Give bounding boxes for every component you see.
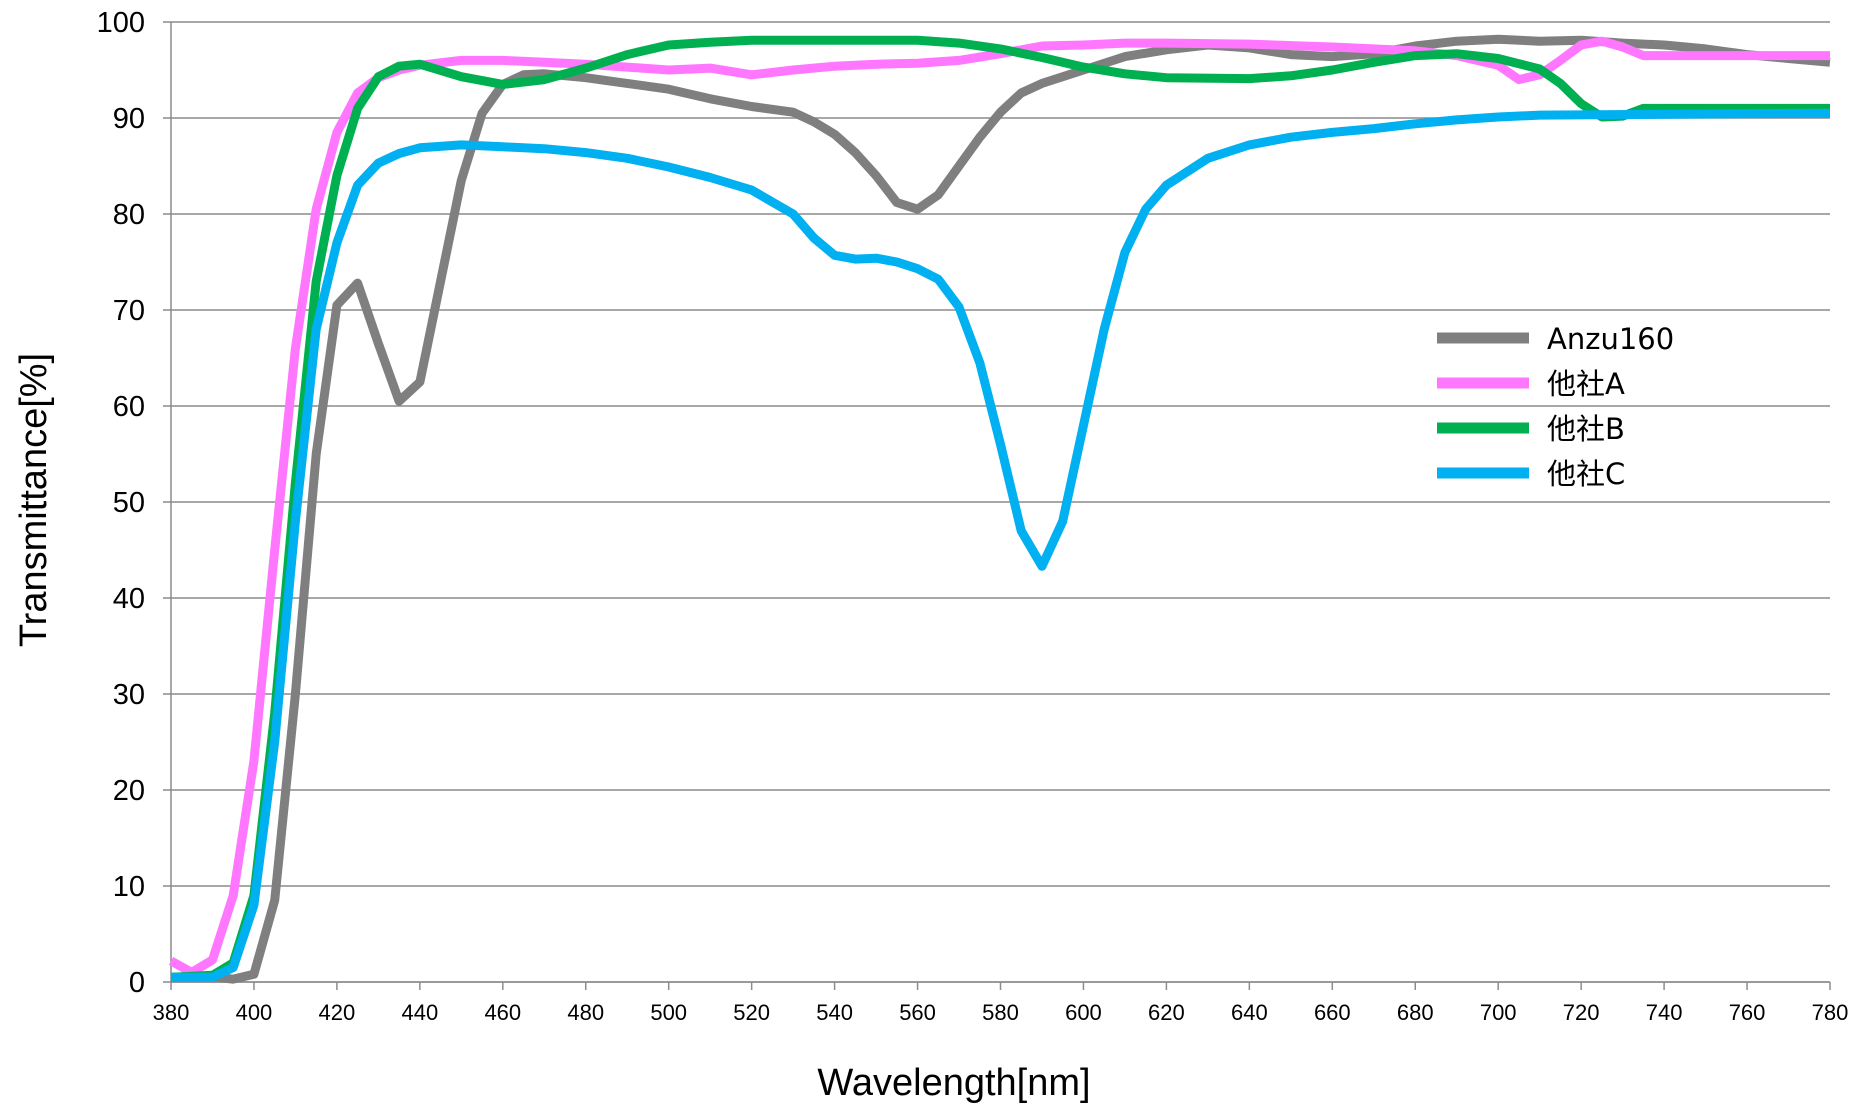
series-line-1 [168, 36, 1830, 977]
y-tick-labels: 0 10 20 30 40 50 60 70 80 90 100 [97, 7, 145, 999]
x-tick-label: 380 [153, 1000, 190, 1025]
x-tick-label: 400 [236, 1000, 273, 1025]
y-tick-label: 70 [113, 295, 145, 327]
series-line-2 [170, 35, 1830, 982]
x-tick-label: 520 [733, 1000, 770, 1025]
series-line-0 [171, 34, 1831, 984]
legend-label-0: Anzu160 [1547, 322, 1674, 356]
gridlines [163, 21, 1830, 983]
x-tick-label: 560 [899, 1000, 936, 1025]
y-tick-label: 20 [113, 775, 145, 807]
legend-label-2: 他社B [1547, 412, 1625, 446]
x-tick-label: 680 [1397, 1000, 1434, 1025]
x-tick-label: 480 [567, 1000, 604, 1025]
x-tick-label: 640 [1231, 1000, 1268, 1025]
y-tick-label: 0 [129, 967, 145, 999]
x-tick-label: 540 [816, 1000, 853, 1025]
y-tick-label: 100 [97, 7, 145, 39]
y-tick-label: 90 [113, 103, 145, 135]
x-tick-label: 720 [1563, 1000, 1600, 1025]
y-tick-label: 50 [113, 487, 145, 519]
x-tick-labels: 380 400 420 440 460 480 500 520 540 560 580 600 620 6… [153, 1000, 1849, 1025]
axes [170, 22, 1831, 990]
series-lines [168, 34, 1831, 984]
x-tick-label: 700 [1480, 1000, 1517, 1025]
y-tick-label: 60 [113, 391, 145, 423]
legend-label-1: 他社A [1547, 367, 1625, 401]
x-tick-label: 760 [1729, 1000, 1766, 1025]
x-tick-label: 740 [1646, 1000, 1683, 1025]
x-tick-label: 780 [1812, 1000, 1849, 1025]
x-tick-label: 600 [1065, 1000, 1102, 1025]
x-tick-label: 500 [650, 1000, 687, 1025]
y-tick-label: 10 [113, 871, 145, 903]
x-tick-label: 460 [484, 1000, 521, 1025]
y-tick-label: 40 [113, 583, 145, 615]
y-tick-label: 80 [113, 199, 145, 231]
x-tick-label: 620 [1148, 1000, 1185, 1025]
x-tick-label: 660 [1314, 1000, 1351, 1025]
x-tick-label: 580 [982, 1000, 1019, 1025]
y-axis-title: Transmittance[%] [13, 353, 55, 647]
legend: Anzu160 他社A 他社B 他社C [1437, 322, 1674, 491]
series-line-3 [171, 108, 1831, 982]
legend-label-3: 他社C [1547, 457, 1625, 491]
x-tick-label: 420 [319, 1000, 356, 1025]
y-tick-label: 30 [113, 679, 145, 711]
x-axis-title: Wavelength[nm] [817, 1062, 1090, 1104]
x-tick-label: 440 [401, 1000, 438, 1025]
